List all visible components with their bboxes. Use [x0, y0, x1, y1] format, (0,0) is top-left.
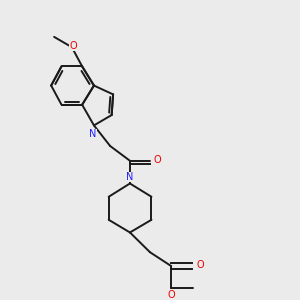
Text: O: O	[196, 260, 204, 270]
Text: N: N	[126, 172, 134, 182]
Text: N: N	[89, 129, 96, 139]
Text: O: O	[167, 290, 175, 300]
Text: O: O	[154, 155, 161, 165]
Text: O: O	[70, 41, 77, 51]
